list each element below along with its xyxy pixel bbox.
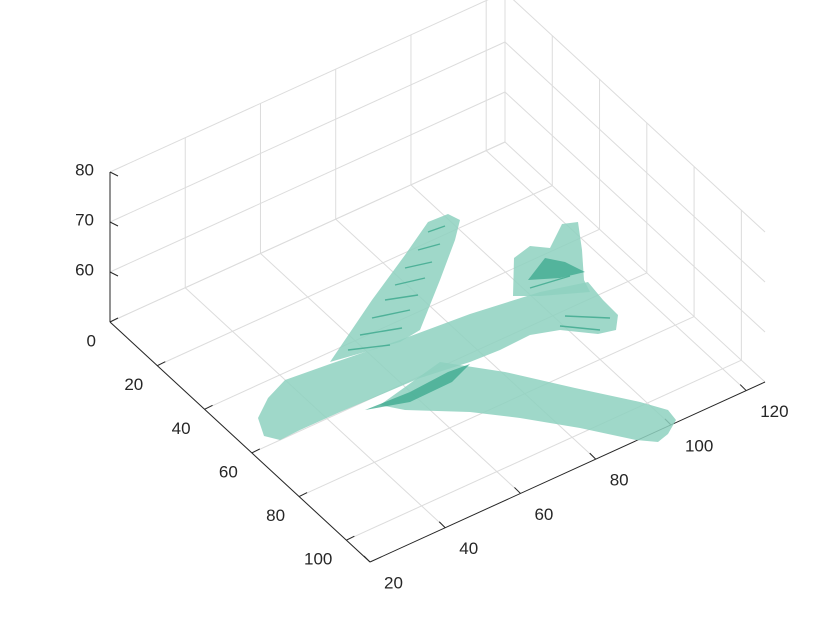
side-wall-grid-horizontal (504, 141, 766, 383)
y-tick-label: 100 (685, 436, 713, 455)
tail-fin (513, 222, 590, 296)
surface-streak (384, 294, 419, 301)
side-wall-grid-horizontal (504, 41, 766, 283)
z-tick (109, 271, 119, 277)
tick-labels: 0 20 40 60 80 100 20 40 60 80 100 120 60 70 80 (75, 160, 788, 592)
x-axis-line (109, 321, 371, 563)
surface-streak (529, 275, 571, 289)
y-tick-label: 80 (610, 471, 629, 490)
y-tick-label: 60 (534, 505, 553, 524)
y-tick-label: 120 (760, 402, 788, 421)
y-axis-line (369, 381, 766, 563)
y-tick (514, 487, 521, 494)
surface-streak (564, 315, 611, 319)
y-tick-label: 20 (384, 573, 403, 592)
z-tick (109, 171, 119, 177)
surface-streak (359, 327, 403, 336)
wing-root-shade (365, 364, 470, 410)
y-tick (589, 452, 597, 460)
surface-texture (347, 225, 611, 351)
x-tick (109, 317, 119, 323)
y-tick (363, 555, 371, 563)
x-tick-label: 60 (219, 462, 238, 481)
x-tick-label: 0 (87, 331, 96, 350)
x-tick (251, 448, 261, 454)
floor-grid-x-line (346, 359, 742, 541)
x-tick (157, 361, 166, 367)
z-tick-label: 80 (75, 160, 94, 179)
x-tick-label: 80 (266, 506, 285, 525)
x-tick (204, 404, 213, 410)
x-tick (346, 535, 355, 541)
surface-streak (417, 243, 441, 251)
y-tick-label: 40 (459, 539, 478, 558)
back-wall-grid-horizontal (109, 141, 506, 323)
side-wall-grid-horizontal (504, 91, 766, 333)
x-tick (298, 492, 308, 497)
back-wall-grid-horizontal (109, 91, 506, 273)
floor-grid-x-line (157, 185, 553, 367)
axes (109, 171, 766, 563)
back-wall-grid-horizontal (109, 41, 506, 223)
surface-streak (404, 261, 433, 269)
surface-streak (347, 344, 391, 351)
airplane-surface (258, 214, 676, 442)
fuselage (258, 282, 618, 440)
surface-streak (559, 325, 601, 331)
tail-fin-shade (528, 258, 585, 280)
x-tick-label: 100 (304, 550, 332, 569)
side-wall-grid-horizontal (512, 0, 766, 233)
floor-grid-y-line (485, 150, 747, 391)
back-wall-grid-horizontal (109, 0, 489, 173)
z-tick-label: 60 (75, 260, 94, 279)
y-tick (739, 384, 747, 391)
x-tick-label: 40 (172, 419, 191, 438)
x-tick-label: 20 (124, 375, 143, 394)
z-tick (109, 221, 119, 227)
surface-streak (371, 309, 411, 319)
surface-streak (394, 277, 426, 286)
y-tick (438, 521, 446, 529)
left-wing (330, 214, 460, 362)
surface-streak (427, 225, 446, 233)
z-tick-label: 70 (75, 210, 94, 229)
right-wing (380, 362, 676, 442)
